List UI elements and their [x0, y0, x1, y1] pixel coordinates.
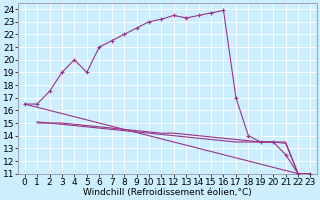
X-axis label: Windchill (Refroidissement éolien,°C): Windchill (Refroidissement éolien,°C)	[83, 188, 252, 197]
